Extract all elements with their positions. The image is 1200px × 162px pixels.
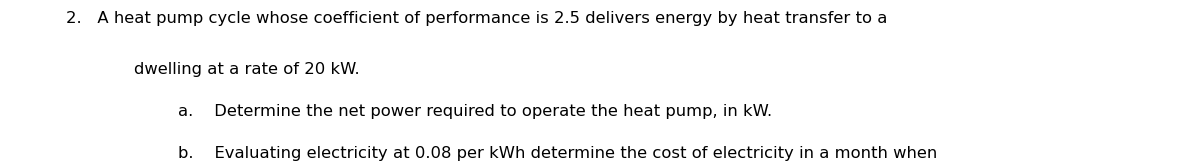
Text: dwelling at a rate of 20 kW.: dwelling at a rate of 20 kW. (134, 62, 360, 77)
Text: 2.   A heat pump cycle whose coefficient of performance is 2.5 delivers energy b: 2. A heat pump cycle whose coefficient o… (66, 11, 887, 26)
Text: b.    Evaluating electricity at 0.08 per kWh determine the cost of electricity i: b. Evaluating electricity at 0.08 per kW… (178, 146, 937, 161)
Text: a.    Determine the net power required to operate the heat pump, in kW.: a. Determine the net power required to o… (178, 104, 772, 119)
